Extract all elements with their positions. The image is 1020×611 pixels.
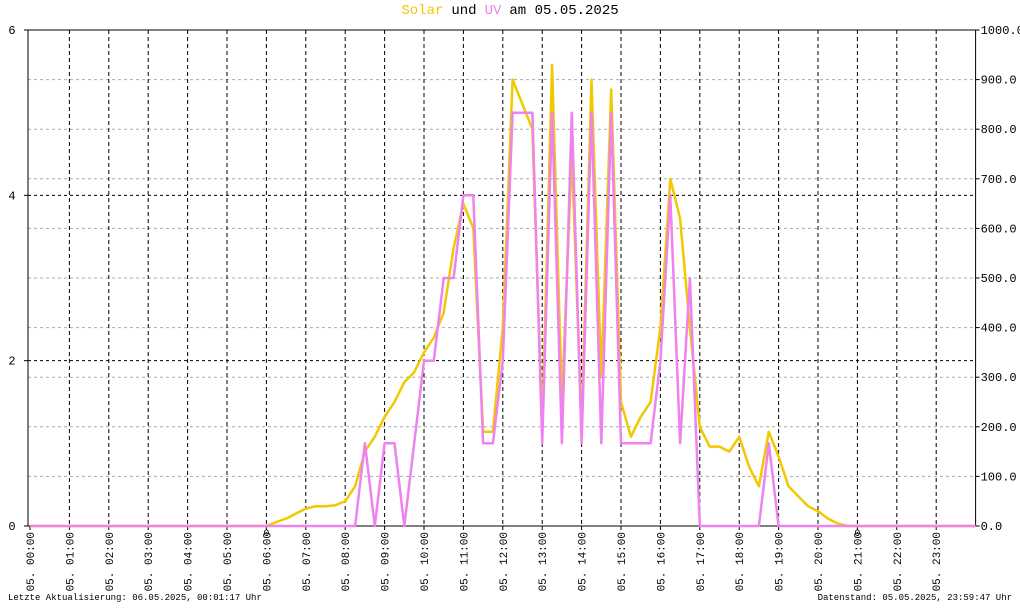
x-tick-label: 05. 22:00 <box>893 532 905 591</box>
x-tick-label: 05. 11:00 <box>459 532 471 591</box>
y2-tick-label: 700.0 <box>981 173 1017 187</box>
x-tick-label: 05. 19:00 <box>775 532 787 591</box>
y2-tick-label: 900.0 <box>981 74 1017 88</box>
y2-tick-label: 800.0 <box>981 123 1017 137</box>
x-tick-label: 05. 12:00 <box>499 532 511 591</box>
y2-tick-label: 400.0 <box>981 322 1017 336</box>
legend-entry: UV <box>485 3 502 19</box>
x-tick-label: 05. 17:00 <box>696 532 708 591</box>
x-tick-label: 05. 16:00 <box>656 532 668 591</box>
y2-tick-label: 600.0 <box>981 222 1017 236</box>
y-tick-label: 6 <box>8 24 15 38</box>
x-tick-label: 05. 10:00 <box>420 532 432 591</box>
plot-frame <box>27 29 977 527</box>
x-tick-label: 05. 14:00 <box>578 532 590 591</box>
x-tick-label: 05. 00:00 <box>26 532 38 591</box>
x-tick-label: 05. 05:00 <box>223 532 235 591</box>
x-tick-label: 05. 20:00 <box>814 532 826 591</box>
series-line <box>30 111 976 528</box>
x-tick-label: 05. 13:00 <box>538 532 550 591</box>
x-tick-label: 05. 15:00 <box>617 532 629 591</box>
y2-tick-label: 500.0 <box>981 272 1017 286</box>
y2-tick-label: 100.0 <box>981 470 1017 484</box>
title-joiner: und <box>451 3 476 19</box>
title-date: am 05.05.2025 <box>509 3 618 19</box>
x-tick-label: 05. 18:00 <box>735 532 747 591</box>
sun-marker: 0 <box>854 529 860 540</box>
y-tick-label: 4 <box>8 189 15 203</box>
x-tick-label: 05. 03:00 <box>144 532 156 591</box>
legend-entry: Solar <box>401 3 443 19</box>
y2-tick-label: 1000.0 <box>981 24 1020 38</box>
footer-right: Datenstand: 05.05.2025, 23:59:47 Uhr <box>818 593 1012 603</box>
x-tick-label: 05. 01:00 <box>65 532 77 591</box>
y2-tick-label: 200.0 <box>981 421 1017 435</box>
chart-title: Solar und UV am 05.05.2025 <box>401 3 618 19</box>
x-tick-label: 05. 06:00 <box>262 532 274 591</box>
y-tick-label: 0 <box>8 520 15 534</box>
x-tick-label: 05. 07:00 <box>302 532 314 591</box>
y2-tick-label: 0.0 <box>981 520 1003 534</box>
y-tick-label: 2 <box>8 355 15 369</box>
x-tick-label: 05. 02:00 <box>105 532 117 591</box>
footer-left: Letzte Aktualisierung: 06.05.2025, 00:01… <box>8 593 262 603</box>
x-tick-label: 05. 21:00 <box>853 532 865 591</box>
x-tick-label: 05. 23:00 <box>932 532 944 591</box>
x-tick-label: 05. 08:00 <box>341 532 353 591</box>
x-tick-label: 05. 09:00 <box>381 532 393 591</box>
x-tick-label: 05. 04:00 <box>184 532 196 591</box>
y2-tick-label: 300.0 <box>981 371 1017 385</box>
sun-marker: 0 <box>263 529 269 540</box>
